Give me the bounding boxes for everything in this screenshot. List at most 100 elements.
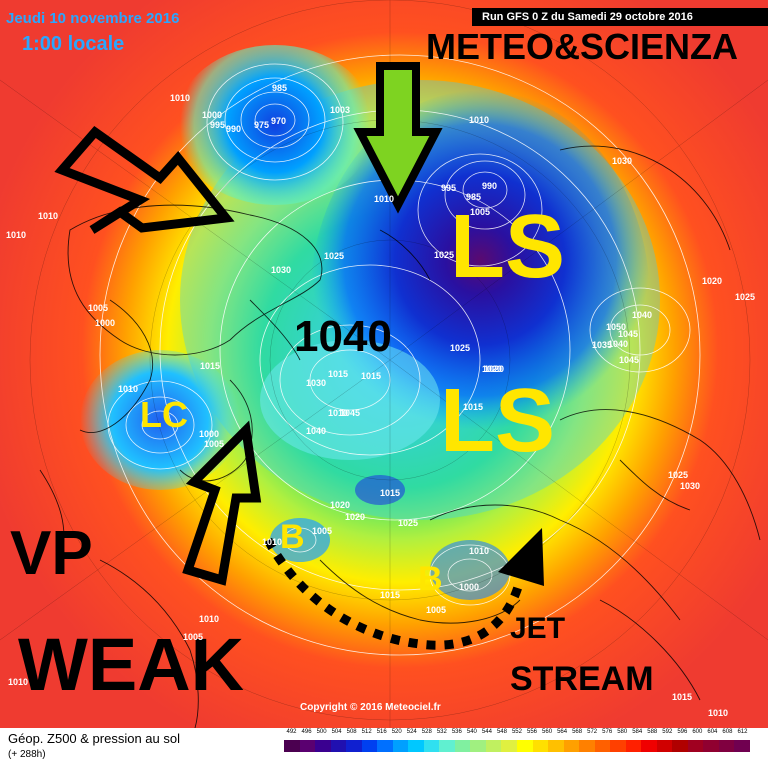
scale-swatch [299,740,316,752]
scale-value: 556 [527,729,538,735]
label-weak: WEAK [18,623,245,706]
pressure-label: 995 [210,120,226,130]
pressure-label: 1025 [668,470,689,480]
scale-value: 576 [602,729,613,735]
pressure-label: 1005 [183,632,204,642]
label-lc: LC [140,394,188,435]
scale-value: 592 [662,729,673,735]
pressure-label: 1030 [612,156,633,166]
scale-value: 608 [722,729,733,735]
pressure-label: 985 [466,192,482,202]
scale-swatch [485,740,502,752]
scale-swatch [423,740,440,752]
scale-value: 544 [481,729,492,735]
pressure-label: 1010 [8,677,29,687]
label-ls-lower: LS [440,371,556,471]
pressure-label: 1015 [380,488,401,498]
geopotential-map [0,0,768,728]
pressure-label: 1010 [170,93,191,103]
scale-value: 568 [572,729,583,735]
pressure-label: 1010 [469,115,490,125]
color-scale [284,740,750,752]
arrow-northwest [54,125,235,234]
pressure-label: 1000 [459,582,480,592]
scale-swatch [718,740,735,752]
pressure-label: 1040 [632,310,653,320]
scale-swatch [408,740,424,752]
scale-value: 540 [466,729,477,735]
pressure-label: 1035 [592,340,613,350]
scale-swatch [470,740,486,752]
pressure-label: 990 [226,124,242,134]
scale-swatch [610,740,626,752]
pressure-label: 1025 [735,292,756,302]
color-scale-labels: 492 496 500 504 508 512 516 520 524 528 532 536 540 5… [284,729,750,739]
pressure-label: 1010 [469,546,490,556]
pressure-label: 1020 [330,500,351,510]
pressure-label: 1030 [680,481,701,491]
scale-value: 508 [346,729,357,735]
pressure-label: 1050 [606,322,627,332]
scale-swatch [439,740,455,752]
pressure-label: 1020 [484,364,505,374]
scale-value: 604 [707,729,718,735]
pressure-label: 1020 [702,276,723,286]
label-jet: JET [510,612,566,645]
scale-value: 536 [451,729,462,735]
scale-value: 588 [647,729,658,735]
scale-value: 516 [376,729,387,735]
pressure-label: 1025 [324,251,345,261]
pressure-label: 1010 [374,194,395,204]
label-ls-upper: LS [450,197,566,297]
pressure-label: 995 [441,183,457,193]
pressure-label: 1005 [470,207,491,217]
scale-swatch [687,740,704,752]
scale-value: 500 [316,729,327,735]
pressure-label: 1010 [118,384,139,394]
pressure-label: 1005 [204,439,225,449]
scale-swatch [734,740,750,752]
pressure-label: 1025 [398,518,419,528]
pressure-label: 1030 [306,378,327,388]
pressure-label: 1025 [450,343,471,353]
label-b-left: B [280,518,305,556]
scale-swatch [516,740,533,752]
jet-stream-arrowhead [498,528,544,586]
scale-swatch [454,740,471,752]
run-banner: Run GFS 0 Z du Samedi 29 octobre 2016 [472,8,768,26]
scale-swatch [579,740,595,752]
scale-value: 560 [542,729,553,735]
label-vp: VP [10,519,93,588]
scale-swatch [548,740,564,752]
scale-value: 584 [632,729,643,735]
arrow-down-green [353,62,443,214]
scale-value: 600 [692,729,703,735]
pressure-label: 1005 [312,526,333,536]
scale-value: 492 [286,729,297,735]
scale-value: 496 [301,729,312,735]
scale-swatch [361,740,378,752]
arrow-up-weak [182,420,262,586]
label-stream: STREAM [510,660,654,698]
scale-swatch [377,740,393,752]
pressure-label: 1015 [361,371,382,381]
pressure-label: 1010 [328,408,349,418]
pressure-label: 1015 [380,590,401,600]
pressure-label: 990 [482,181,498,191]
scale-swatch [315,740,331,752]
label-b-right: B [418,560,443,598]
scale-swatch [532,740,549,752]
pressure-label: 1025 [434,250,455,260]
valid-date: Jeudi 10 novembre 2016 [6,10,180,27]
scale-swatch [703,740,719,752]
scale-swatch [284,740,300,752]
pressure-label: 970 [271,116,287,126]
scale-value: 572 [587,729,598,735]
valid-time: 1:00 locale [22,33,125,55]
scale-value: 504 [331,729,342,735]
pressure-label: 985 [272,83,288,93]
pressure-label: 1003 [330,105,351,115]
pressure-label: 1040 [306,426,327,436]
scale-value: 564 [557,729,568,735]
pressure-label: 1030 [271,265,292,275]
